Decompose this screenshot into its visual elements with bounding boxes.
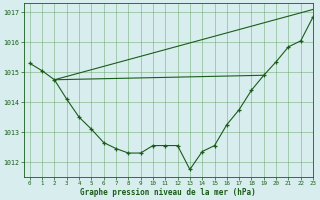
X-axis label: Graphe pression niveau de la mer (hPa): Graphe pression niveau de la mer (hPa)	[80, 188, 256, 197]
